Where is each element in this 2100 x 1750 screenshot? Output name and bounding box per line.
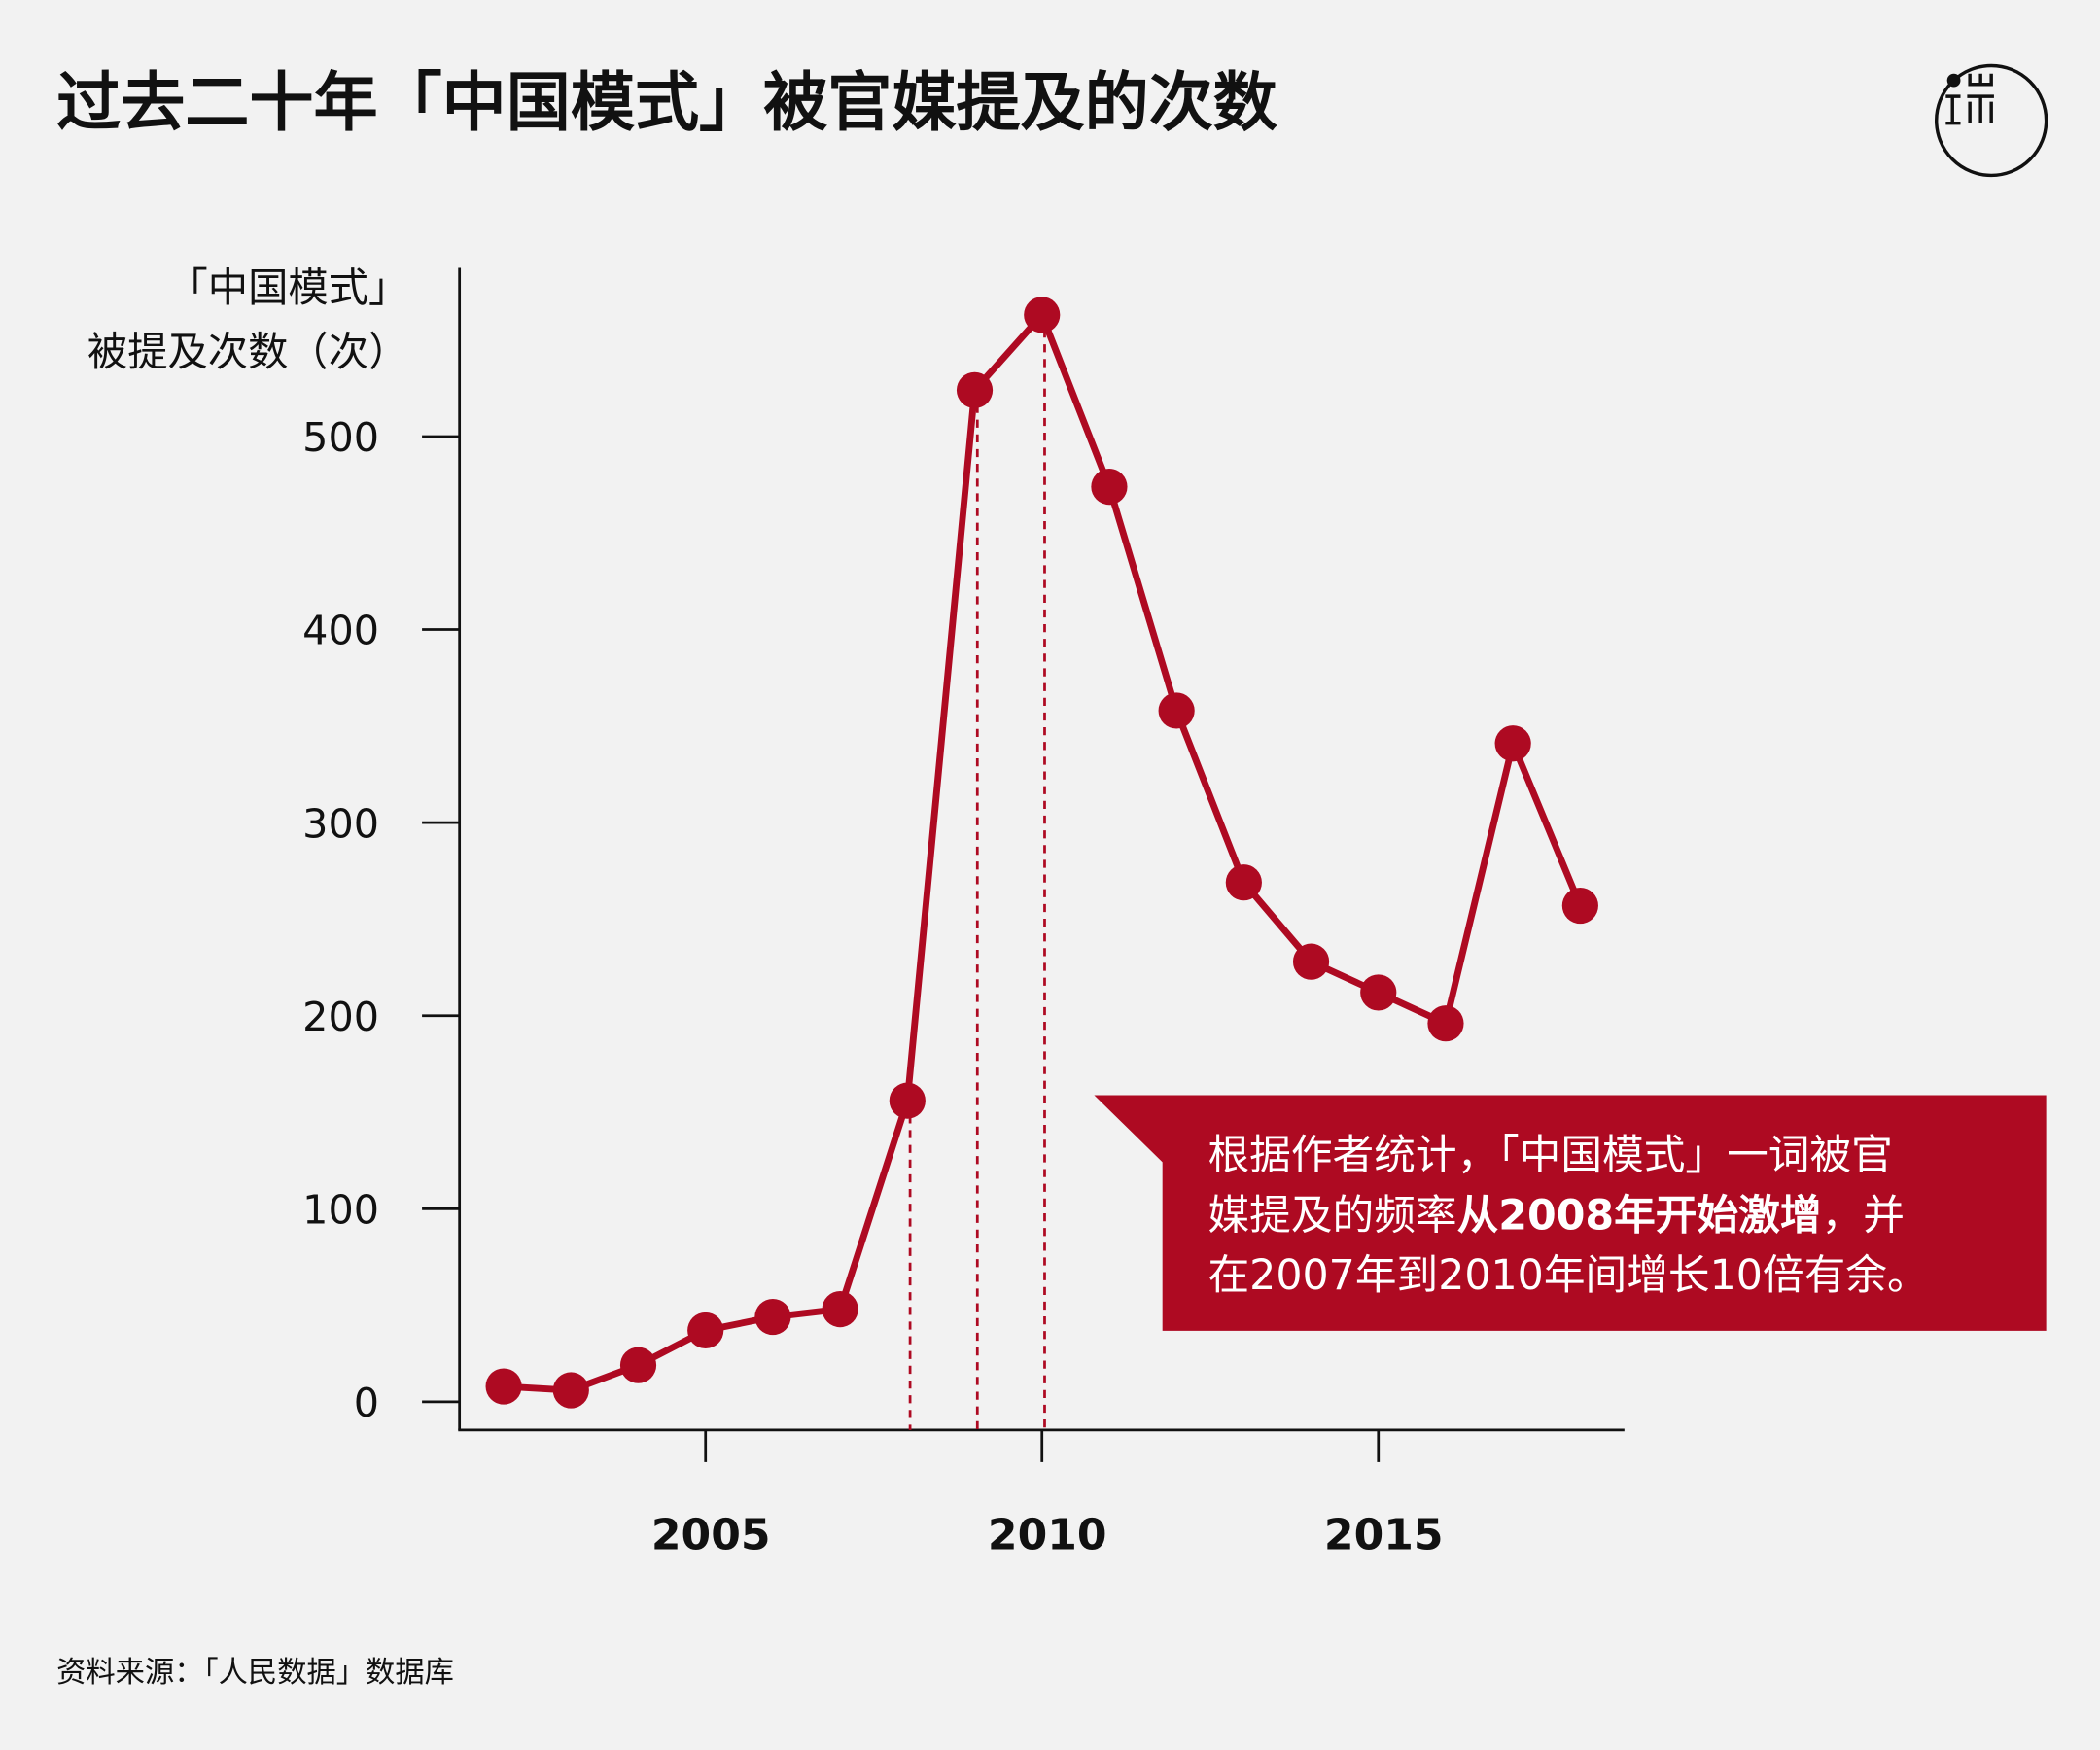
data-point-2002 [485, 1368, 522, 1405]
annotation-box: 根据作者统计，「中国模式」一词被官 媒提及的频率从2008年开始激增，并 在20… [1094, 1095, 2047, 1331]
logo [1934, 63, 2048, 178]
x-tick-label: 2010 [988, 1510, 1107, 1559]
data-point-2005 [687, 1312, 724, 1349]
y-tick-label: 100 [302, 1186, 379, 1233]
initium-logo-icon [1945, 73, 1994, 125]
data-points [485, 297, 1598, 1409]
y-axis: 0 100 200 300 400 500 [302, 414, 460, 1426]
logo-circle-icon [1934, 63, 2048, 178]
data-point-2014 [1292, 943, 1330, 980]
data-point-2015 [1360, 974, 1397, 1011]
y-tick-label: 0 [354, 1380, 379, 1426]
annotation-line-2-bold: 从2008年开始激增 [1457, 1191, 1822, 1240]
y-tick-label: 200 [302, 994, 379, 1040]
data-point-2013 [1225, 864, 1262, 901]
y-tick-label: 300 [302, 800, 379, 847]
data-point-2009 [956, 371, 994, 408]
data-point-2012 [1158, 692, 1195, 729]
annotation-line-2: 媒提及的频率从2008年开始激增，并 [1208, 1191, 1905, 1240]
y-axis-label-line2: 被提及次数（次） [88, 329, 408, 375]
logo-dot-icon [1946, 73, 1961, 88]
highlight-dashed-lines [908, 314, 1046, 1430]
data-point-2010 [1024, 297, 1061, 333]
data-point-2011 [1091, 469, 1128, 506]
annotation-line-1: 根据作者统计，「中国模式」一词被官 [1208, 1131, 1893, 1179]
chart-title: 过去二十年「中国模式」被官媒提及的次数 [56, 65, 1278, 140]
x-tick-label: 2015 [1324, 1510, 1444, 1559]
data-point-2017 [1494, 725, 1531, 762]
x-axis: 2005 2010 2015 [651, 1429, 1444, 1559]
y-axis-label-line1: 「中国模式」 [168, 264, 409, 311]
y-tick-label: 500 [302, 414, 379, 461]
annotation-line-2-post: ，并 [1822, 1191, 1905, 1240]
data-point-2003 [552, 1372, 589, 1409]
data-point-2018 [1561, 887, 1598, 925]
annotation-background [1094, 1095, 2047, 1331]
y-tick-label: 400 [302, 608, 379, 654]
data-point-2006 [754, 1298, 791, 1336]
source-note: 资料来源：「人民数据」数据库 [56, 1656, 454, 1690]
data-point-2007 [822, 1291, 858, 1328]
data-point-2004 [619, 1347, 657, 1383]
x-tick-label: 2005 [651, 1510, 771, 1559]
annotation-line-2-pre: 媒提及的频率 [1208, 1191, 1457, 1240]
annotation-line-3: 在2007年到2010年间增长10倍有余。 [1208, 1251, 1929, 1300]
data-point-2016 [1427, 1005, 1464, 1042]
data-point-2008 [889, 1082, 926, 1119]
